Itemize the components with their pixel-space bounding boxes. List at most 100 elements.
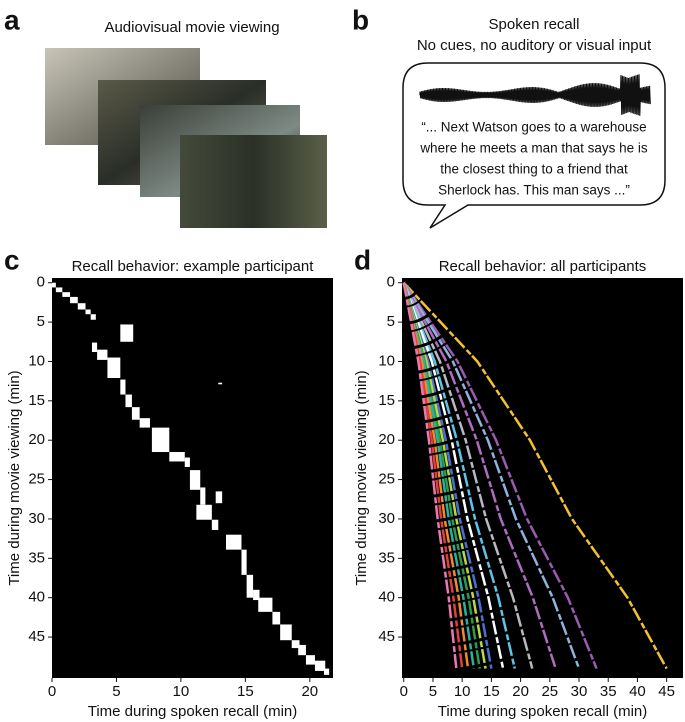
y-tick-label: 20 xyxy=(378,431,395,448)
recall-event xyxy=(97,349,108,360)
recall-event xyxy=(52,282,56,288)
y-tick-label: 45 xyxy=(28,628,45,645)
y-tick-label: 30 xyxy=(28,510,45,527)
x-axis-label: Time during spoken recall (min) xyxy=(438,703,648,720)
recall-event xyxy=(90,314,96,320)
y-tick-label: 40 xyxy=(28,589,45,606)
movie-frames xyxy=(45,48,327,228)
y-tick-label: 35 xyxy=(378,549,395,566)
panel-letter: b xyxy=(352,4,369,35)
recall-event xyxy=(272,611,281,625)
recall-event xyxy=(291,640,300,649)
x-tick-label: 10 xyxy=(454,683,471,700)
recall-event xyxy=(139,418,150,428)
panel-letter: d xyxy=(354,244,371,275)
x-axis-label: Time during spoken recall (min) xyxy=(88,703,298,720)
recall-event xyxy=(169,452,185,462)
y-tick-label: 25 xyxy=(378,471,395,488)
x-tick-label: 25 xyxy=(541,683,558,700)
participant-line xyxy=(402,282,464,669)
plot-area xyxy=(402,278,683,678)
x-tick-label: 15 xyxy=(483,683,500,700)
recall-event xyxy=(241,549,247,575)
participant-line xyxy=(402,282,458,669)
recall-event xyxy=(211,519,219,530)
recall-event xyxy=(62,292,71,297)
y-tick-label: 30 xyxy=(378,510,395,527)
participant-line xyxy=(402,282,470,669)
panel-letter: c xyxy=(4,244,20,275)
y-tick-label: 40 xyxy=(378,589,395,606)
recall-event xyxy=(246,574,254,598)
frame xyxy=(180,135,327,228)
recall-event xyxy=(120,324,134,342)
y-tick-label: 25 xyxy=(28,471,45,488)
y-tick-label: 5 xyxy=(37,313,45,330)
y-tick-label: 15 xyxy=(378,392,395,409)
participant-line xyxy=(402,282,487,669)
x-tick-label: 10 xyxy=(173,683,190,700)
y-tick-label: 5 xyxy=(387,313,395,330)
recall-event xyxy=(189,470,201,490)
recall-event xyxy=(215,491,223,504)
panel-letter: a xyxy=(4,4,20,35)
recall-event xyxy=(184,457,190,467)
participant-line xyxy=(402,282,534,669)
recall-event xyxy=(91,342,98,353)
recall-event xyxy=(305,655,315,665)
x-tick-label: 35 xyxy=(600,683,617,700)
panel-title: Spoken recall xyxy=(489,16,580,33)
recall-event xyxy=(55,287,63,293)
x-tick-label: 45 xyxy=(658,683,675,700)
participant-line xyxy=(402,282,493,669)
recall-event xyxy=(226,534,242,550)
recall-event xyxy=(258,597,273,612)
recall-event xyxy=(125,394,132,408)
participant-line xyxy=(402,282,598,670)
chart-title: Recall behavior: all participants xyxy=(439,258,647,275)
recall-event xyxy=(151,427,170,453)
recall-event xyxy=(120,379,126,395)
y-tick-label: 45 xyxy=(378,628,395,645)
recall-event xyxy=(218,382,223,385)
participant-line xyxy=(402,282,581,669)
participant-line xyxy=(402,282,557,669)
y-tick-label: 10 xyxy=(378,352,395,369)
recall-event xyxy=(196,504,212,520)
waveform xyxy=(419,74,651,116)
recall-event xyxy=(77,303,86,310)
quote-line: “... Next Watson goes to a warehouse xyxy=(421,120,646,135)
quote-line: Sherlock has. This man says ...” xyxy=(438,183,630,198)
x-tick-label: 5 xyxy=(112,683,120,700)
participant-line xyxy=(402,282,505,669)
x-tick-label: 0 xyxy=(48,683,56,700)
x-tick-label: 0 xyxy=(400,683,408,700)
participant-line xyxy=(402,282,516,669)
recall-event xyxy=(323,668,330,675)
quote-line: the closest thing to a friend that xyxy=(440,162,628,177)
y-tick-label: 20 xyxy=(28,431,45,448)
participant-line xyxy=(402,282,476,669)
y-tick-label: 0 xyxy=(387,274,395,291)
x-tick-label: 15 xyxy=(237,683,254,700)
y-axis-label: Time during movie viewing (min) xyxy=(353,370,370,585)
x-tick-label: 5 xyxy=(429,683,437,700)
y-axis-label: Time during movie viewing (min) xyxy=(6,370,23,585)
x-tick-label: 20 xyxy=(512,683,529,700)
recall-event xyxy=(280,624,292,641)
recall-event xyxy=(131,407,140,420)
recall-event xyxy=(107,357,121,378)
participant-line xyxy=(402,281,668,670)
recall-event xyxy=(200,487,206,505)
panel-title: Audiovisual movie viewing xyxy=(104,19,279,36)
recall-event xyxy=(314,660,326,671)
recall-event xyxy=(298,644,306,656)
x-tick-label: 20 xyxy=(301,683,318,700)
y-tick-label: 15 xyxy=(28,392,45,409)
x-tick-label: 30 xyxy=(571,683,588,700)
y-tick-label: 35 xyxy=(28,549,45,566)
panel-subtitle: No cues, no auditory or visual input xyxy=(417,37,652,54)
x-tick-label: 40 xyxy=(629,683,646,700)
chart-title: Recall behavior: example participant xyxy=(72,258,315,275)
